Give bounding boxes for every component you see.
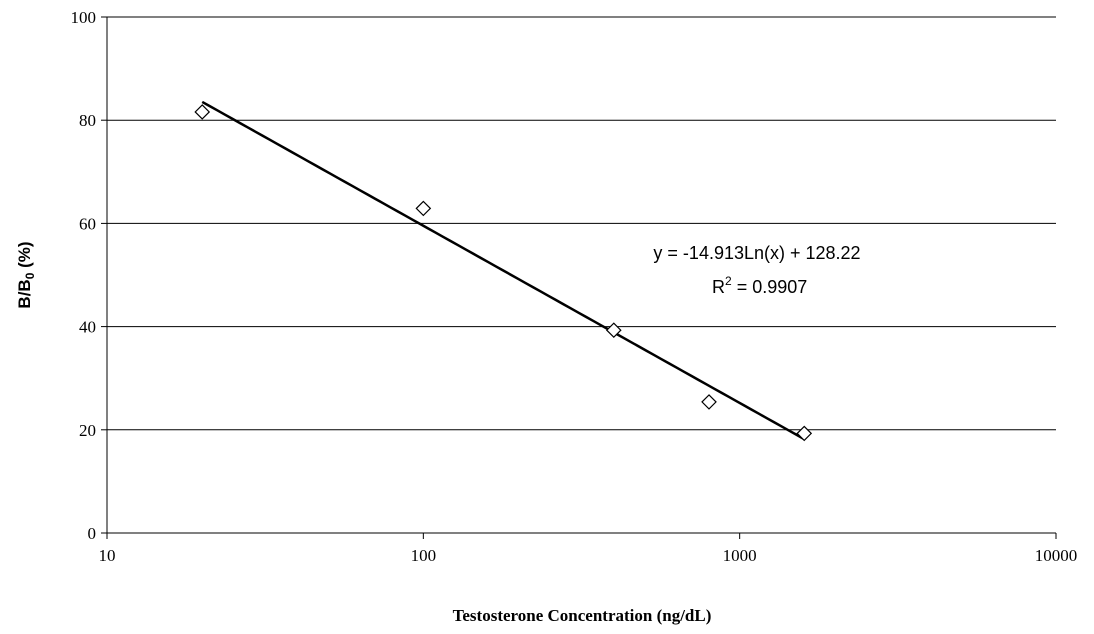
x-tick-label: 100 bbox=[411, 546, 437, 565]
grid-lines bbox=[107, 16, 1056, 431]
y-tick-label: 80 bbox=[79, 111, 96, 130]
x-tick-label: 10000 bbox=[1035, 546, 1078, 565]
data-point-diamond bbox=[415, 200, 432, 217]
x-tick-label: 1000 bbox=[723, 546, 757, 565]
y-tick-label: 0 bbox=[88, 524, 97, 543]
trendline-group bbox=[201, 100, 805, 441]
x-axis-title: Testosterone Concentration (ng/dL) bbox=[453, 606, 712, 625]
data-points bbox=[194, 104, 813, 442]
r-squared-label: R2 = 0.9907 bbox=[712, 274, 807, 297]
y-tick-label: 60 bbox=[79, 214, 96, 233]
data-point-diamond bbox=[605, 322, 622, 339]
y-axis-title-subscript: 0 bbox=[23, 272, 37, 279]
data-point-diamond bbox=[796, 425, 813, 442]
y-tick-label: 100 bbox=[71, 8, 97, 27]
axes bbox=[101, 16, 1057, 539]
y-tick-label: 40 bbox=[79, 318, 96, 337]
y-tick-label: 20 bbox=[79, 421, 96, 440]
r-squared-exponent: 2 bbox=[725, 274, 732, 288]
tick-labels: 0 20 40 60 80 100 10 100 1000 10000 bbox=[71, 8, 1078, 565]
data-point-diamond bbox=[701, 394, 717, 410]
trendline bbox=[201, 100, 805, 441]
r-squared-value: = 0.9907 bbox=[732, 277, 808, 297]
x-tick-label: 10 bbox=[99, 546, 116, 565]
y-axis-title-suffix: (%) bbox=[15, 241, 34, 272]
y-axis-title: B/B0 (%) bbox=[15, 241, 37, 308]
trendline-equation: y = -14.913Ln(x) + 128.22 bbox=[653, 243, 860, 263]
data-point-diamond bbox=[194, 104, 211, 120]
r-squared-prefix: R bbox=[712, 277, 725, 297]
y-axis-title-main: B/B bbox=[15, 279, 34, 308]
